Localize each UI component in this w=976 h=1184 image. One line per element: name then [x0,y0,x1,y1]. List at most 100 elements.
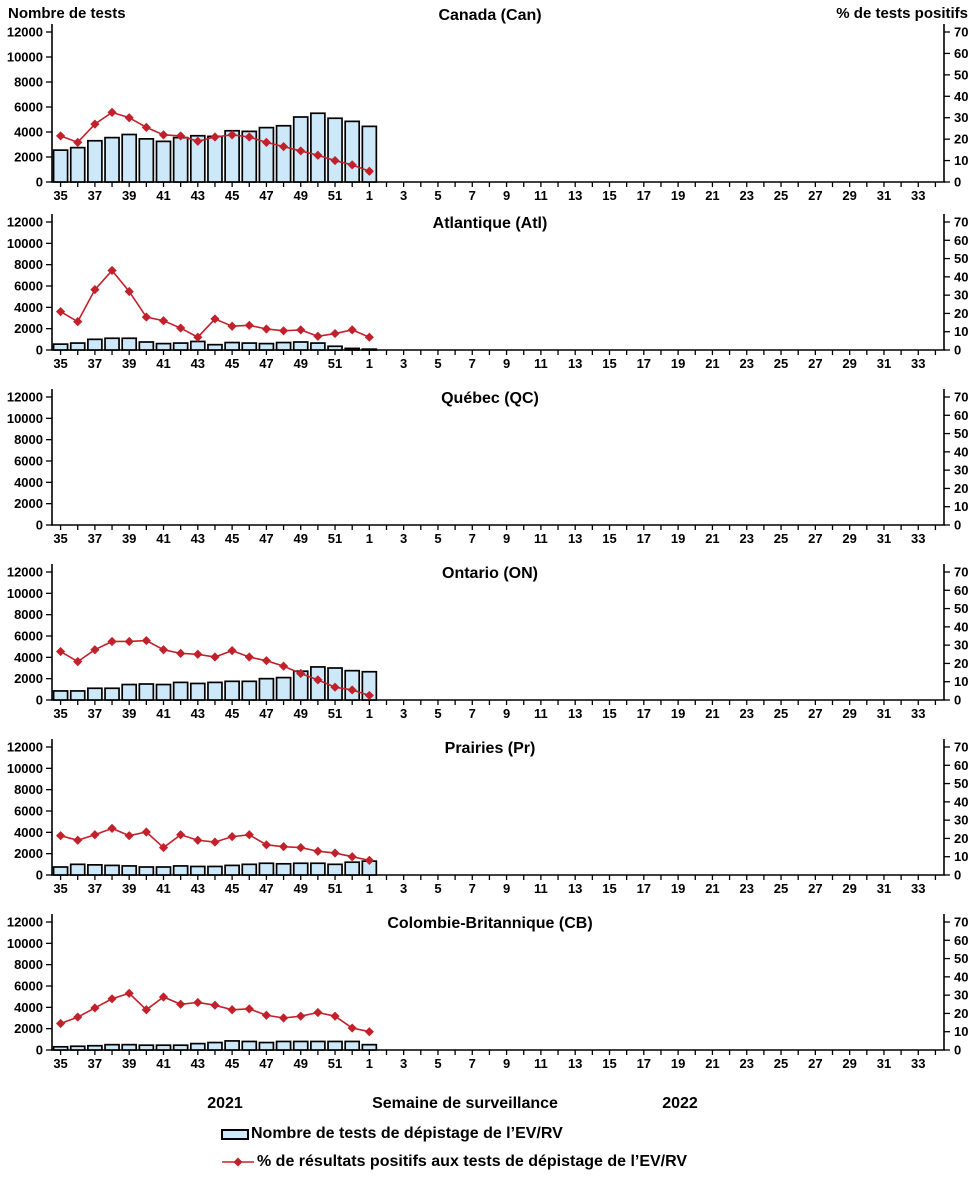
x-tick-label: 3 [400,356,407,371]
x-tick-label: 45 [225,881,239,896]
diamond-marker-icon [193,835,203,845]
diamond-marker-icon [330,155,340,166]
right-tick-label: 50 [954,601,968,616]
legend-bar-swatch [221,1128,249,1140]
x-tick-label: 1 [366,356,373,371]
bar [344,347,361,351]
x-tick-label: 45 [225,356,239,371]
diamond-marker-icon [158,130,169,140]
x-tick-label: 33 [911,706,925,721]
x-tick-label: 37 [88,531,102,546]
right-tick-label: 0 [954,343,961,358]
x-tick-label: 41 [156,1056,170,1071]
x-tick-label: 35 [53,881,67,896]
tick-marks [46,571,950,705]
diamond-marker-icon [55,831,66,841]
x-tick-label: 7 [469,356,476,371]
x-tick-label: 3 [400,881,407,896]
panel-canada-chart: Nombre de tests % de tests positifs Canada… [7,5,969,203]
x-tick-label: 11 [534,881,548,896]
x-tick-label: 47 [259,188,273,203]
left-tick-label: 4000 [14,475,43,490]
diamond-marker-icon [296,146,306,156]
right-tick-label: 30 [954,813,968,828]
diamond-marker-icon [141,827,151,837]
x-tick-label: 5 [434,531,441,546]
bar [172,342,189,351]
bar [275,862,292,876]
bar [258,1041,275,1051]
test-bars [52,337,378,351]
right-tick-label: 10 [954,1024,968,1039]
bar [241,342,258,351]
bar [87,1044,103,1051]
bar [69,146,86,183]
x-tick-label: 25 [774,706,788,721]
right-tick-label: 20 [954,656,968,671]
bar [310,1040,326,1051]
diamond-marker-icon [227,832,237,842]
diamond-marker-icon [278,661,289,671]
right-tick-label: 50 [954,426,968,441]
legend-line-label: % de résultats positifs aux tests de dép… [257,1153,688,1170]
panel-ontario-chart: Ontario (ON)0200040006000800010000120000… [7,564,968,721]
diamond-marker-icon [141,1005,151,1015]
x-tick-label: 3 [400,1056,407,1071]
right-axis-title: % de tests positifs [836,5,968,22]
diamond-marker-icon [278,142,289,152]
line-path [60,992,370,1033]
x-tick-label: 17 [637,706,651,721]
diamond-marker-icon [141,635,151,646]
diamond-marker-icon [296,842,306,853]
bar [344,1040,361,1051]
bar [138,1044,155,1051]
tick-marks [46,396,950,530]
diamond-marker-icon [107,107,117,117]
bar [69,342,86,351]
diamond-marker-icon [176,830,186,840]
right-tick-label: 0 [954,693,961,708]
bar [52,1045,69,1051]
left-tick-label: 0 [36,518,43,533]
bar [224,864,240,876]
x-tick-label: 41 [156,881,170,896]
bar [224,341,240,351]
x-tick-label: 29 [842,706,856,721]
x-tick-label: 51 [328,531,342,546]
right-tick-label: 30 [954,110,968,125]
bar [292,341,309,351]
diamond-marker-icon [107,994,117,1004]
x-tick-label: 29 [842,881,856,896]
diamond-marker-icon [313,150,323,160]
x-tick-label: 49 [293,881,307,896]
right-tick-label: 10 [954,674,968,689]
x-tick-label: 19 [671,188,685,203]
right-tick-label: 60 [954,408,968,423]
right-tick-label: 20 [954,306,968,321]
diamond-marker-icon [313,846,323,856]
x-tick-label: 39 [122,531,136,546]
panel-title: Ontario (ON) [442,565,538,582]
x-tick-label: 17 [637,356,651,371]
diamond-marker-icon [73,137,83,147]
diamond-marker-icon [296,1011,306,1021]
panel-title: Atlantique (Atl) [433,215,548,232]
x-tick-label: 43 [191,356,205,371]
x-tick-label: 39 [122,706,136,721]
x-tick-label: 45 [225,706,239,721]
bar [87,139,103,183]
legend-item-tests: Nombre de tests de dépistage de l’EV/RV [221,1125,563,1143]
right-tick-label: 20 [954,481,968,496]
left-tick-label: 10000 [7,236,43,251]
x-tick-label: 31 [877,356,891,371]
left-tick-label: 2000 [14,150,43,165]
x-tick-label: 43 [191,706,205,721]
bar [189,1042,206,1051]
x-tick-label: 27 [808,188,822,203]
bar [121,133,138,183]
bar [224,1040,240,1051]
diamond-marker-icon [244,652,254,662]
x-tick-label: 1 [366,531,373,546]
diamond-marker-icon [330,848,340,858]
diamond-marker-icon [193,649,203,659]
